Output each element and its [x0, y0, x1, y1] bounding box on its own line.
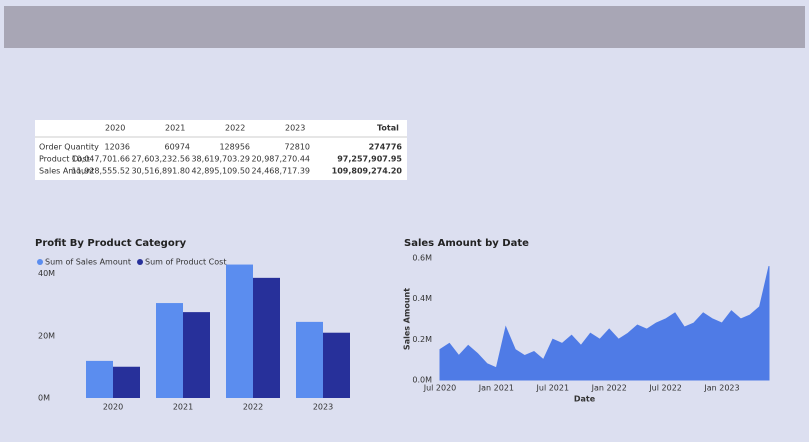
cell: 38,619,703.29	[191, 155, 250, 164]
cell: 27,603,232.56	[131, 155, 190, 164]
cell: 20,987,270.44	[251, 155, 310, 164]
x-tick-label: Jan 2021	[478, 384, 514, 393]
legend-label: Sum of Sales Amount	[45, 258, 131, 267]
cell: 109,809,274.20	[332, 167, 403, 176]
chart-title: Sales Amount by Date	[404, 238, 529, 249]
cell: 10,047,701.66	[71, 155, 130, 164]
y-tick-label: 0M	[38, 394, 50, 403]
row-label: Product Cost	[39, 155, 90, 164]
y-tick-label: 0.6M	[412, 254, 432, 263]
legend-label: Sum of Product Cost	[145, 258, 226, 267]
legend-marker	[37, 259, 43, 265]
column-header: 2021	[165, 124, 185, 133]
x-tick-label: Jul 2021	[536, 384, 570, 393]
chart-title: Profit By Product Category	[35, 238, 187, 249]
bar	[296, 321, 323, 398]
cell: 12036	[105, 143, 130, 152]
column-header: Total	[377, 124, 399, 133]
row-label: Sales Amount	[39, 167, 94, 176]
x-tick-label: 2021	[173, 403, 193, 412]
bar	[253, 277, 280, 398]
bar	[226, 264, 253, 398]
bar	[183, 312, 210, 398]
y-tick-label: 0.0M	[412, 376, 432, 385]
bar	[156, 303, 183, 398]
cell: 30,516,891.80	[131, 167, 190, 176]
y-axis-label: Sales Amount	[403, 288, 412, 350]
x-axis-label: Date	[574, 395, 596, 404]
x-tick-label: Jul 2020	[423, 384, 457, 393]
cell: 72810	[285, 143, 310, 152]
row-label: Order Quantity	[39, 143, 99, 152]
area	[439, 266, 770, 381]
cell: 11,928,555.52	[71, 167, 130, 176]
bar	[113, 366, 140, 398]
x-tick-label: Jan 2022	[591, 384, 627, 393]
y-tick-label: 0.4M	[412, 294, 432, 303]
cell: 274776	[369, 143, 403, 152]
x-tick-label: Jul 2022	[648, 384, 682, 393]
bar	[323, 332, 350, 398]
table	[35, 120, 407, 180]
y-tick-label: 20M	[38, 331, 55, 340]
bar	[86, 360, 113, 398]
x-tick-label: 2020	[103, 403, 123, 412]
y-tick-label: 0.2M	[412, 335, 432, 344]
cell: 128956	[219, 143, 250, 152]
cell: 42,895,109.50	[191, 167, 250, 176]
column-header: 2020	[105, 124, 125, 133]
cell: 60974	[165, 143, 190, 152]
cell: 97,257,907.95	[337, 155, 402, 164]
x-tick-label: 2022	[243, 403, 263, 412]
cell: 24,468,717.39	[251, 167, 310, 176]
column-header: 2022	[225, 124, 245, 133]
y-tick-label: 40M	[38, 269, 55, 278]
x-tick-label: Jan 2023	[703, 384, 739, 393]
legend-marker	[137, 259, 144, 265]
x-tick-label: 2023	[313, 403, 333, 412]
header-bar	[4, 6, 805, 48]
column-header: 2023	[285, 124, 305, 133]
